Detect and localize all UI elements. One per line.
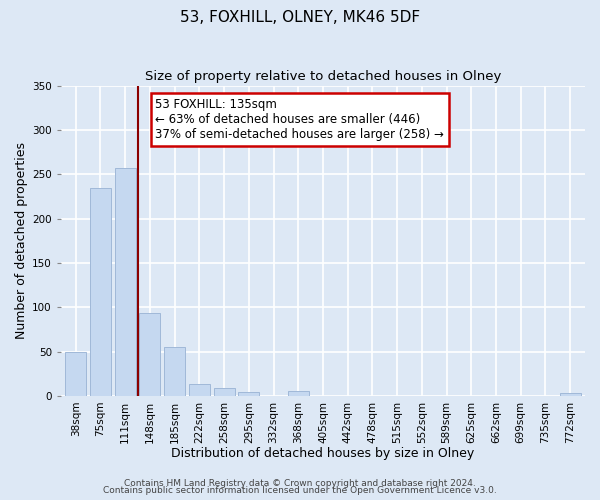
Text: Contains HM Land Registry data © Crown copyright and database right 2024.: Contains HM Land Registry data © Crown c… [124, 478, 476, 488]
Bar [115, 168, 136, 396]
Bar [189, 384, 210, 396]
Bar [65, 352, 86, 396]
Bar [238, 392, 259, 396]
Text: 53, FOXHILL, OLNEY, MK46 5DF: 53, FOXHILL, OLNEY, MK46 5DF [180, 10, 420, 25]
X-axis label: Distribution of detached houses by size in Olney: Distribution of detached houses by size … [172, 447, 475, 460]
Bar [139, 314, 160, 396]
Bar [288, 392, 309, 396]
Title: Size of property relative to detached houses in Olney: Size of property relative to detached ho… [145, 70, 501, 83]
Bar [560, 393, 581, 396]
Bar [214, 388, 235, 396]
Y-axis label: Number of detached properties: Number of detached properties [15, 142, 28, 339]
Text: Contains public sector information licensed under the Open Government Licence v3: Contains public sector information licen… [103, 486, 497, 495]
Bar [164, 347, 185, 396]
Text: 53 FOXHILL: 135sqm
← 63% of detached houses are smaller (446)
37% of semi-detach: 53 FOXHILL: 135sqm ← 63% of detached hou… [155, 98, 444, 141]
Bar [90, 188, 111, 396]
